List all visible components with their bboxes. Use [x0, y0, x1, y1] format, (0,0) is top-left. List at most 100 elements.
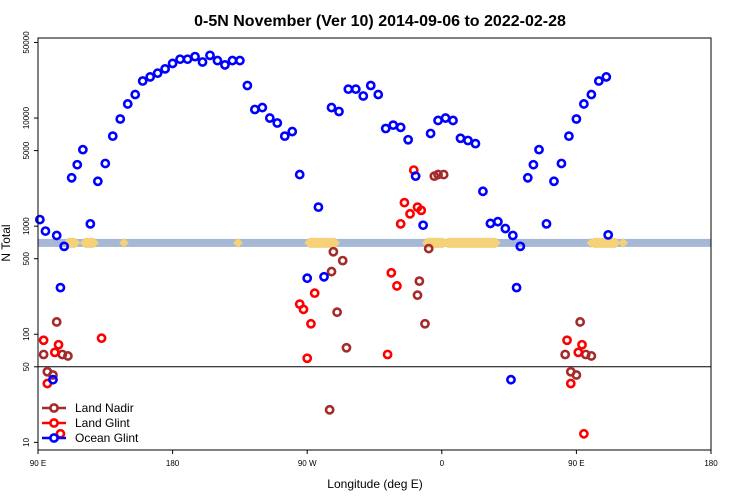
- land-segment: [588, 237, 621, 248]
- legend-marker: [49, 418, 59, 428]
- data-point: [470, 138, 481, 149]
- data-point: [405, 208, 415, 219]
- data-point: [511, 282, 522, 293]
- data-point: [205, 50, 215, 61]
- legend-label: Land Nadir: [75, 401, 134, 415]
- y-tick-label: 10: [22, 437, 31, 446]
- data-point: [562, 335, 572, 346]
- data-point: [324, 404, 335, 415]
- land-ocean-bar: [38, 237, 711, 248]
- data-point: [571, 114, 582, 124]
- data-point: [492, 216, 503, 227]
- y-tick-label: 5000: [22, 141, 31, 159]
- x-tick-label: 90 W: [298, 459, 317, 468]
- data-point: [414, 276, 425, 287]
- data-point: [534, 144, 544, 155]
- data-point: [601, 72, 612, 82]
- data-point: [337, 255, 348, 266]
- data-point: [152, 68, 163, 79]
- data-point: [565, 378, 576, 389]
- data-point: [242, 80, 253, 91]
- data-point: [38, 335, 49, 346]
- legend-item: Land Nadir: [42, 401, 134, 415]
- data-point: [220, 60, 230, 70]
- data-point: [257, 102, 268, 113]
- data-point: [420, 318, 430, 329]
- y-tick-label: 10000: [22, 106, 31, 129]
- data-point: [298, 304, 309, 315]
- data-point: [294, 169, 305, 180]
- data-point: [130, 89, 141, 100]
- data-point: [586, 89, 597, 100]
- data-point: [326, 102, 337, 113]
- plot-frame: [37, 37, 712, 451]
- data-point: [302, 273, 313, 284]
- chart-title: 0-5N November (Ver 10) 2014-09-06 to 202…: [194, 13, 566, 30]
- data-point: [107, 131, 118, 142]
- data-point: [313, 202, 324, 213]
- data-point: [433, 169, 443, 180]
- data-point: [51, 317, 62, 327]
- data-point: [575, 317, 586, 327]
- data-point: [190, 51, 200, 62]
- data-point: [145, 72, 156, 82]
- data-point: [358, 91, 369, 101]
- data-point: [560, 349, 571, 360]
- data-point: [212, 55, 223, 66]
- legend-label: Land Glint: [75, 416, 130, 430]
- data-point: [515, 241, 526, 252]
- data-point: [122, 99, 133, 109]
- data-point: [160, 63, 171, 74]
- land-segment: [618, 237, 629, 248]
- data-point: [463, 135, 473, 146]
- data-point: [115, 114, 126, 124]
- data-point: [272, 118, 283, 128]
- x-tick-label: 180: [166, 459, 180, 468]
- data-point: [593, 76, 604, 86]
- y-axis-label: N Total: [0, 224, 13, 261]
- land-segment: [119, 237, 129, 248]
- data-point: [403, 134, 414, 145]
- data-point: [302, 353, 313, 364]
- data-point: [573, 347, 584, 358]
- y-tick-label: 500: [22, 251, 31, 265]
- data-point: [556, 158, 567, 169]
- x-tick-label: 180: [704, 459, 718, 468]
- data-point: [395, 122, 406, 133]
- x-axis-label: Longitude (deg E): [327, 477, 422, 491]
- data-point: [40, 226, 51, 236]
- data-point: [577, 339, 587, 350]
- data-point: [507, 230, 518, 241]
- data-point: [578, 428, 589, 439]
- axes: 90 E 180 90 W 0 90 E 180 10 50 100 500 1000 5000 100…: [22, 31, 718, 468]
- data-point: [416, 205, 427, 216]
- legend-label: Ocean Glint: [75, 431, 139, 445]
- legend-item: Ocean Glint: [42, 431, 139, 445]
- legend-marker: [49, 403, 59, 413]
- data-point: [100, 158, 111, 169]
- series-ocean-glint: [34, 50, 614, 385]
- land-segment: [233, 237, 243, 248]
- data-point: [309, 288, 320, 299]
- data-point: [423, 243, 434, 254]
- y-tick-label: 1000: [22, 217, 31, 235]
- legend-marker: [49, 433, 59, 443]
- data-point: [506, 374, 516, 385]
- series-land-glint: [38, 165, 589, 439]
- land-segment: [79, 237, 99, 248]
- data-point: [53, 339, 64, 350]
- data-point: [334, 106, 344, 117]
- data-point: [77, 144, 88, 155]
- data-point: [386, 267, 397, 278]
- x-tick-label: 90 E: [30, 459, 46, 468]
- data-point: [382, 349, 393, 360]
- data-point: [564, 131, 574, 142]
- data-point: [341, 342, 352, 353]
- data-point: [59, 241, 70, 252]
- data-point: [49, 347, 60, 358]
- data-point: [55, 282, 66, 293]
- legend-item: Land Glint: [42, 416, 130, 430]
- data-point: [412, 290, 423, 301]
